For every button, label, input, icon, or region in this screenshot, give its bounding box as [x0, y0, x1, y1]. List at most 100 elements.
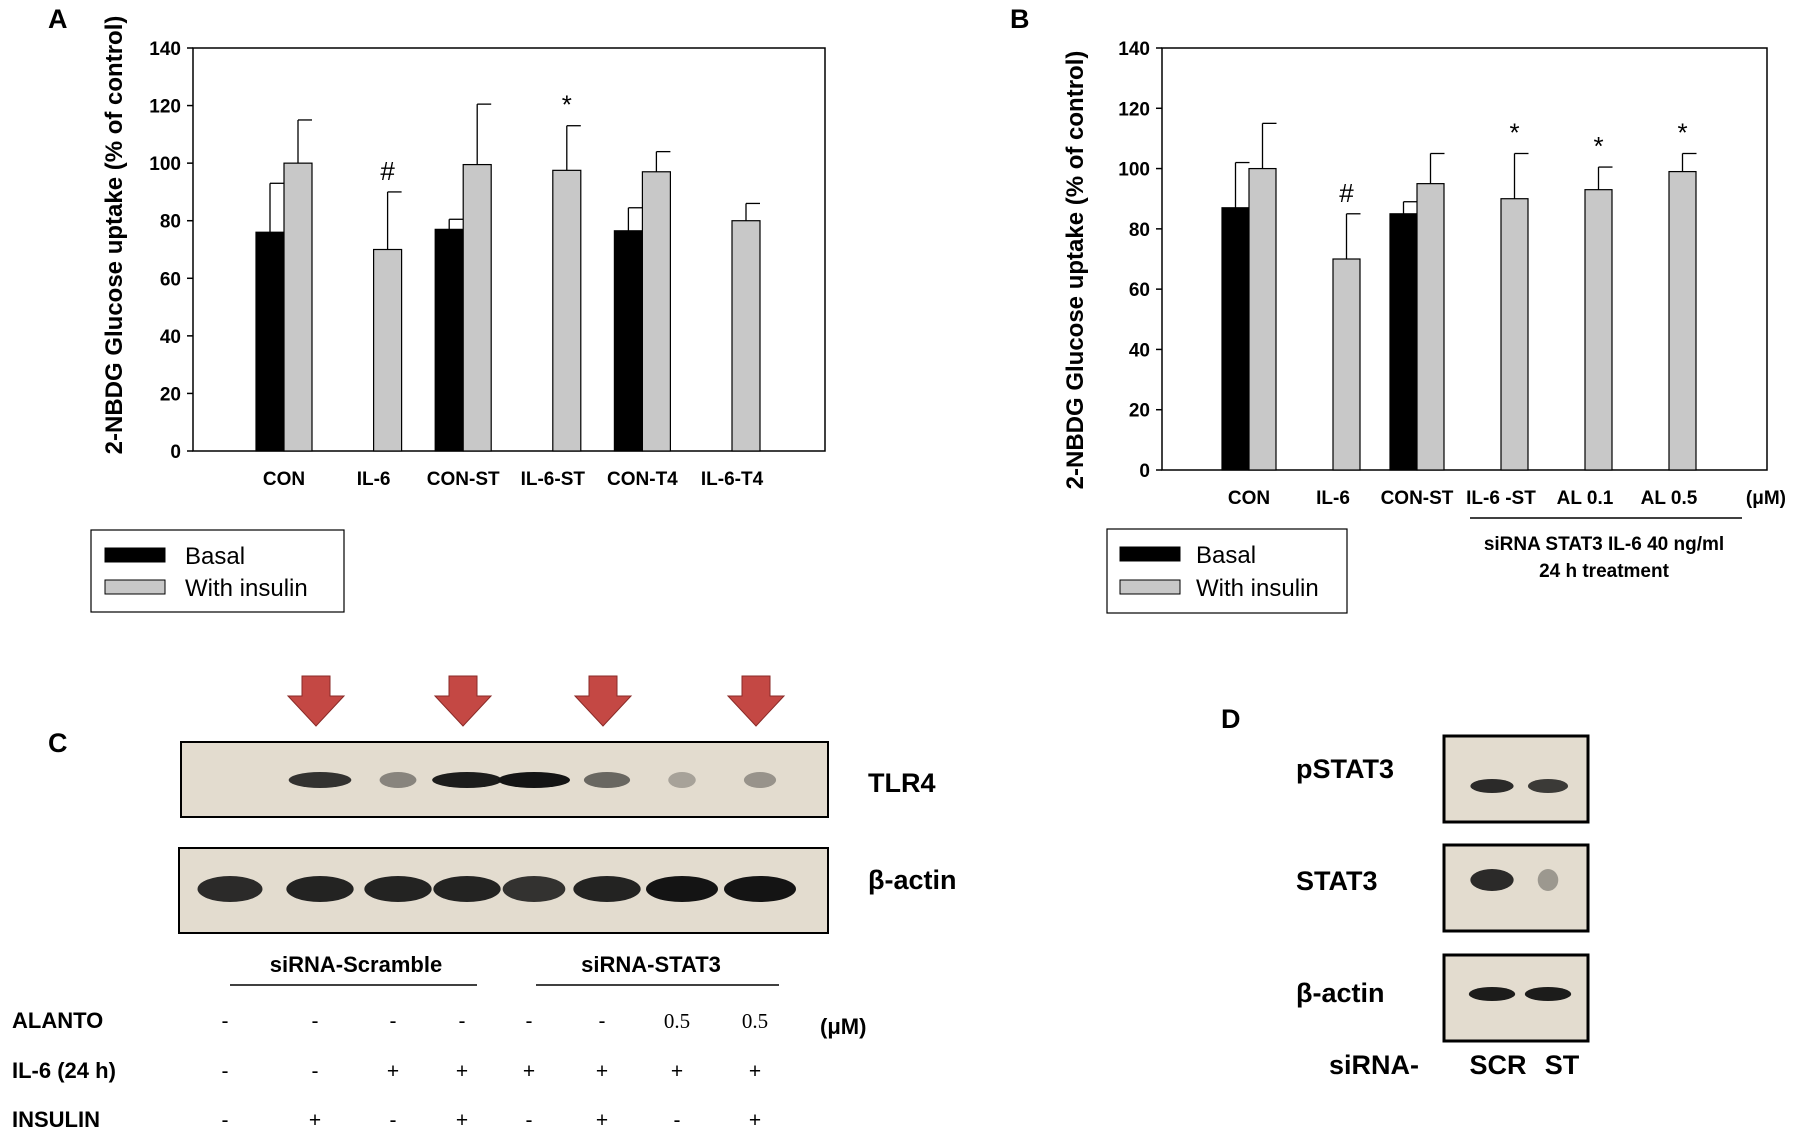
legend-box-a: [90, 529, 345, 613]
panel-b: B 2-NBDG Glucose uptake (% of control) 0…: [1010, 4, 1786, 614]
arrow-down-icon: [573, 675, 633, 727]
blot-d-label-pstat3: pSTAT3: [1296, 754, 1394, 784]
bar-with-insulin-il-6-t4: [731, 220, 761, 452]
panel-label-c: C: [48, 728, 68, 758]
condition-value: -: [526, 1010, 533, 1033]
panel-a: A 2-NBDG Glucose uptake (% of control) 0…: [48, 4, 826, 613]
y-tick-label: 80: [160, 212, 181, 233]
condition-value: -: [674, 1109, 681, 1132]
bar-with-insulin-con: [1248, 167, 1277, 471]
condition-value: +: [596, 1109, 608, 1132]
lane-label-st: ST: [1545, 1050, 1580, 1080]
y-axis-title-b: 2-NBDG Glucose uptake (% of control): [1062, 51, 1089, 490]
legend-label-basal-b: Basal: [1196, 542, 1256, 569]
condition-unit-alanto: (μM): [820, 1014, 866, 1039]
unit-label-b: (μM): [1746, 488, 1786, 509]
significance-mark: #: [380, 156, 395, 186]
bands-c: [197, 772, 796, 902]
condition-value: -: [526, 1109, 533, 1132]
condition-value: +: [749, 1060, 761, 1083]
condition-value: +: [456, 1060, 468, 1083]
bar-basal-con-t4: [613, 230, 644, 452]
band-tlr4: [498, 772, 570, 788]
significance-mark: *: [562, 90, 572, 120]
y-tick-label: 40: [160, 327, 181, 348]
lane-label-scr: SCR: [1469, 1050, 1526, 1080]
panel-label-b: B: [1010, 4, 1030, 34]
bar-with-insulin-con-st: [1416, 183, 1445, 471]
condition-value: +: [523, 1060, 535, 1083]
bar-basal-con: [1221, 207, 1250, 471]
y-tick-label: 60: [1129, 280, 1150, 301]
condition-value: -: [222, 1109, 229, 1132]
band-stat3: [1537, 869, 1559, 891]
arrow-down-icon: [726, 675, 786, 727]
condition-value: -: [599, 1010, 606, 1033]
y-tick-label: 80: [1129, 220, 1150, 241]
category-label: IL-6: [1316, 488, 1350, 509]
condition-value: +: [596, 1060, 608, 1083]
bar-basal-con: [255, 231, 285, 452]
blot-c-label-tlr4: TLR4: [868, 768, 936, 798]
legend-swatch-basal-a: [104, 547, 166, 563]
significance-mark: *: [1593, 131, 1603, 161]
legend-label-insulin-b: With insulin: [1196, 575, 1319, 602]
condition-value: -: [390, 1010, 397, 1033]
band-pstat3: [1527, 779, 1569, 793]
panel-label-a: A: [48, 4, 68, 34]
y-tick-label: 140: [1118, 39, 1150, 60]
conditions-c: ALANTO IL-6 (24 h) INSULIN (μM) - - - - - - 0.…: [12, 1008, 866, 1132]
group-label-line2-b: 24 h treatment: [1539, 561, 1670, 582]
band-actin: [646, 876, 718, 902]
significance-mark: #: [1339, 178, 1354, 208]
category-label: CON-ST: [1381, 488, 1454, 509]
panel-label-d: D: [1221, 704, 1241, 734]
arrow-down-icon: [286, 675, 346, 727]
y-tick-label: 120: [149, 97, 181, 118]
blot-d-pstat3: [1442, 734, 1590, 824]
band-actin: [364, 876, 432, 902]
band-tlr4: [743, 772, 777, 788]
condition-label-alanto: ALANTO: [12, 1008, 103, 1033]
y-tick-label: 120: [1118, 99, 1150, 120]
band-pstat3: [1470, 779, 1514, 793]
condition-value: +: [387, 1060, 399, 1083]
group-label-stat3: siRNA-STAT3: [581, 952, 721, 977]
condition-value: -: [222, 1010, 229, 1033]
plot-frame-b: [1161, 47, 1768, 471]
y-tick-label: 20: [1129, 401, 1150, 422]
category-label: IL-6-ST: [521, 469, 586, 490]
bar-basal-con-st: [1389, 213, 1418, 471]
bar-with-insulin-il-6-st: [1500, 198, 1529, 471]
band-tlr4: [379, 772, 417, 788]
blot-d-stat3: [1442, 843, 1590, 933]
category-label: AL 0.1: [1557, 488, 1614, 509]
condition-label-insulin: INSULIN: [12, 1107, 100, 1132]
y-tick-label: 60: [160, 269, 181, 290]
significance-mark: *: [1509, 118, 1519, 148]
legend-label-insulin-a: With insulin: [185, 575, 308, 602]
chart-marks-a: 0 20 40 60 80 100 120 140 CON IL-6 CON-ST IL-6-ST CO…: [149, 39, 763, 490]
condition-value: 0.5: [664, 1009, 690, 1033]
bar-with-insulin-con: [283, 162, 313, 452]
y-tick-label: 0: [1139, 461, 1150, 482]
legend-b: Basal With insulin: [1106, 528, 1348, 614]
band-actin: [197, 876, 263, 902]
plot-frame-a: [192, 47, 826, 452]
band-actin: [724, 876, 796, 902]
condition-value: -: [459, 1010, 466, 1033]
group-label-scramble: siRNA-Scramble: [270, 952, 442, 977]
condition-value: -: [390, 1109, 397, 1132]
category-label: IL-6: [357, 469, 391, 490]
band-tlr4: [432, 772, 502, 788]
bar-with-insulin-al-0-1: [1584, 189, 1613, 471]
legend-swatch-basal-b: [1119, 546, 1181, 562]
panel-d: D pSTAT3 STAT3 β-actin siRNA- SCR ST: [1221, 704, 1590, 1080]
blot-d-label-stat3: STAT3: [1296, 866, 1378, 896]
y-tick-label: 100: [149, 154, 181, 175]
band-tlr4: [668, 772, 696, 788]
category-label: CON: [1228, 488, 1270, 509]
y-tick-label: 100: [1118, 160, 1150, 181]
lane-prefix-d: siRNA-: [1329, 1050, 1419, 1080]
band-actin: [286, 876, 354, 902]
